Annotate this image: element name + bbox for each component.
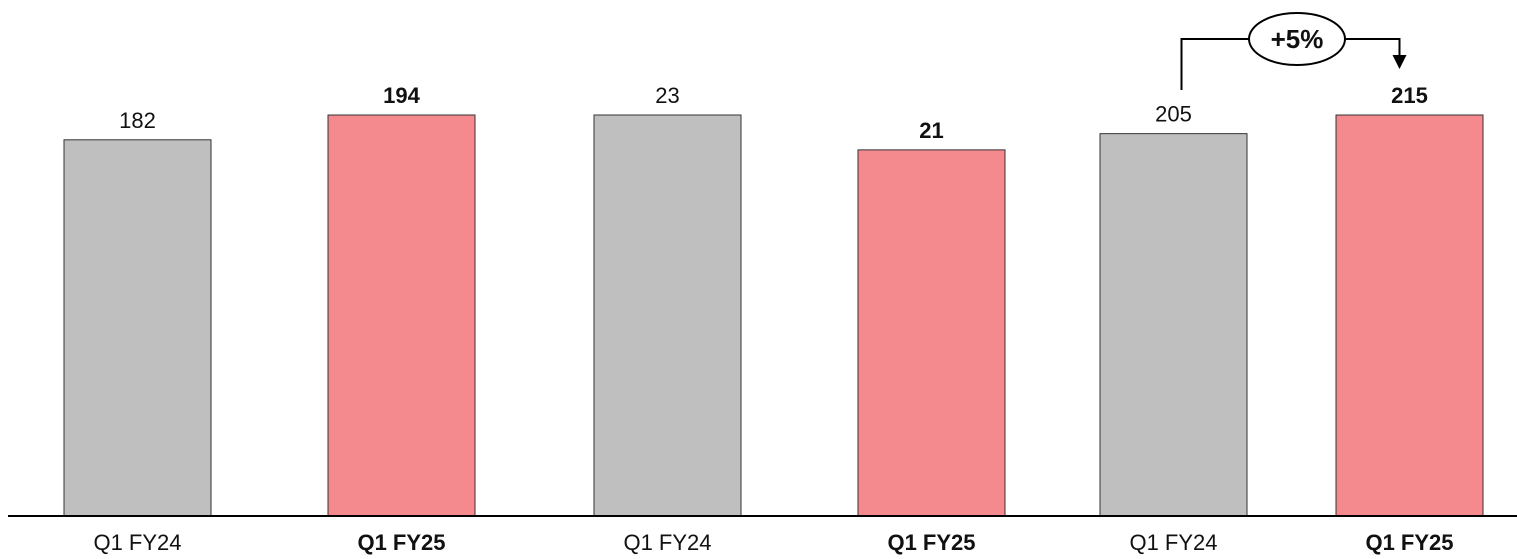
- annotation-label: +5%: [1271, 24, 1324, 54]
- bar-5: [1099, 133, 1248, 517]
- bar-2: [327, 114, 476, 517]
- value-label-2: 194: [383, 83, 420, 108]
- bar-4: [857, 149, 1006, 517]
- category-label-5: Q1 FY24: [1129, 530, 1217, 555]
- annotation-line-right: [1345, 38, 1401, 57]
- category-label-2: Q1 FY25: [357, 530, 445, 555]
- bar-3: [593, 114, 742, 517]
- value-label-1: 182: [119, 108, 156, 133]
- value-label-4: 21: [919, 118, 943, 143]
- bar-6: [1335, 114, 1484, 517]
- annotation-line-left: [1180, 38, 1249, 90]
- value-label-6: 215: [1391, 83, 1428, 108]
- category-label-3: Q1 FY24: [623, 530, 711, 555]
- value-label-3: 23: [655, 83, 679, 108]
- annotation-arrowhead-icon: [1392, 55, 1407, 69]
- value-label-5: 205: [1155, 102, 1192, 127]
- bar-1: [63, 139, 212, 517]
- category-label-1: Q1 FY24: [93, 530, 181, 555]
- category-label-4: Q1 FY25: [887, 530, 975, 555]
- annotation-bubble: [1248, 12, 1346, 66]
- category-label-6: Q1 FY25: [1365, 530, 1453, 555]
